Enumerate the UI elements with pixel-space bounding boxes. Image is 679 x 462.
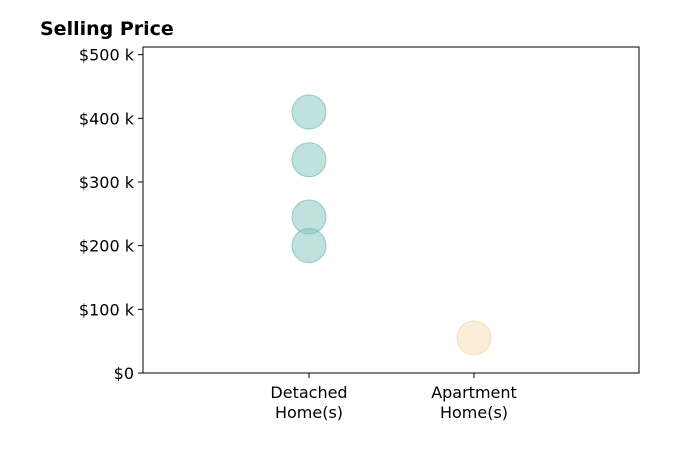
x-tick-label: Home(s)	[440, 403, 508, 422]
y-axis: $0 $100 k $200 k $300 k $400 k $500 k	[79, 46, 143, 383]
data-point	[291, 94, 327, 130]
data-point	[291, 228, 327, 264]
data-point	[456, 320, 492, 356]
y-tick-label: $400 k	[79, 109, 135, 128]
y-tick-label: $300 k	[79, 173, 135, 192]
y-tick-label: $500 k	[79, 46, 135, 65]
plot-area-frame	[142, 46, 640, 374]
x-tick-label: Apartment	[431, 383, 517, 402]
y-tick-label: $100 k	[79, 300, 135, 319]
y-tick-label: $0	[114, 364, 134, 383]
x-tick-label: Detached	[270, 383, 347, 402]
y-tick-label: $200 k	[79, 237, 135, 256]
data-point	[291, 142, 327, 178]
chart-title: Selling Price	[40, 18, 174, 40]
data-points	[291, 94, 492, 356]
x-tick-label: Home(s)	[275, 403, 343, 422]
